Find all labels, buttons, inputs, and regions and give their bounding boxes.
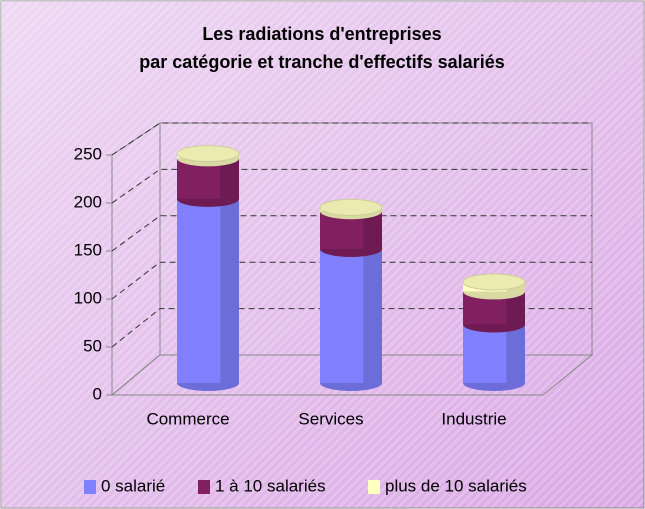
- legend-label: 0 salarié: [101, 476, 165, 495]
- grid-line: [111, 261, 592, 300]
- grid-line: [111, 122, 592, 156]
- chart-title: Les radiations d'entreprises: [202, 24, 441, 44]
- y-tick-label: 0: [93, 384, 102, 403]
- chart-title: par catégorie et tranche d'effectifs sal…: [139, 52, 504, 72]
- bar-shade: [363, 211, 382, 249]
- legend-label: 1 à 10 salariés: [215, 476, 326, 495]
- bar-shade: [506, 291, 525, 325]
- bar-top: [462, 273, 526, 291]
- bar-shade: [506, 324, 525, 383]
- legend-swatch: [368, 480, 380, 494]
- legend-label: plus de 10 salariés: [385, 476, 527, 495]
- legend-swatch: [198, 480, 210, 494]
- floor: [110, 354, 594, 396]
- bar-top: [176, 145, 240, 163]
- y-tick-label: 150: [74, 240, 102, 259]
- y-tick-label: 100: [74, 288, 102, 307]
- bar-shade: [220, 198, 239, 383]
- legend-swatch: [84, 480, 96, 494]
- y-tick-label: 200: [74, 192, 102, 211]
- x-tick-label: Industrie: [441, 409, 506, 428]
- y-tick-label: 250: [74, 144, 102, 163]
- x-tick-label: Commerce: [146, 409, 229, 428]
- grid-line: [111, 308, 592, 348]
- bar-shade: [220, 158, 239, 199]
- y-tick-label: 50: [83, 336, 102, 355]
- x-tick-label: Services: [298, 409, 363, 428]
- bar-top: [319, 198, 383, 216]
- bar-shade: [363, 248, 382, 383]
